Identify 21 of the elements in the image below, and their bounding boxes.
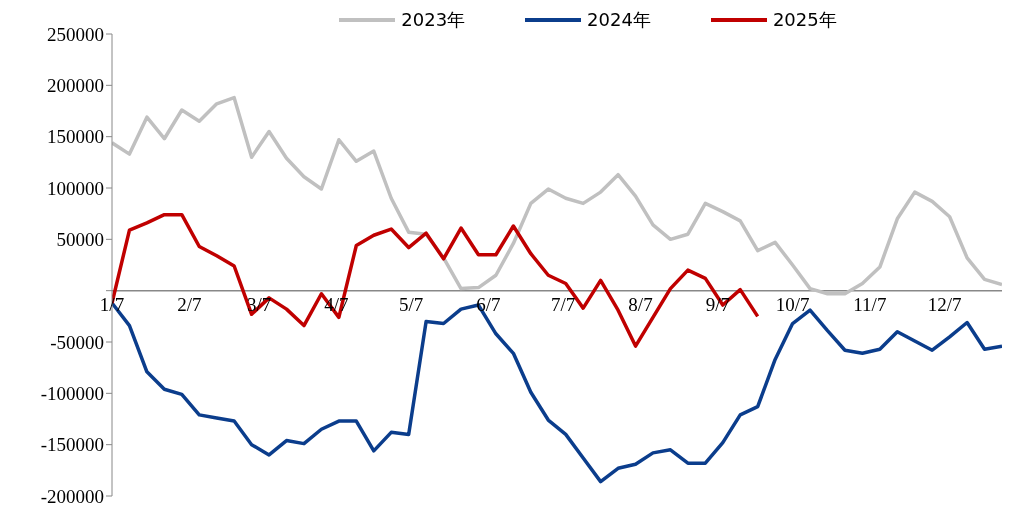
y-tick-label: 200000 [47, 75, 104, 97]
x-tick-label: 11/7 [853, 293, 887, 315]
x-tick-label: 6/7 [476, 293, 501, 315]
y-tick-label: 250000 [47, 23, 104, 45]
y-tick-label: 150000 [47, 126, 104, 148]
legend-label: 2023年 [401, 8, 466, 32]
y-tick-label: -50000 [50, 331, 104, 353]
y-tick-label: -200000 [40, 485, 104, 507]
y-tick-label: -150000 [40, 434, 104, 456]
x-tick-label: 12/7 [927, 293, 962, 315]
legend-label: 2025年 [772, 8, 837, 32]
legend-label: 2024年 [587, 8, 651, 32]
x-tick-label: 2/7 [177, 293, 202, 315]
y-tick-label: 50000 [56, 229, 104, 251]
y-tick-label: 100000 [47, 177, 104, 199]
x-tick-label: 10/7 [775, 293, 810, 315]
x-tick-label: 8/7 [628, 293, 653, 315]
x-tick-label: 9/7 [705, 293, 730, 315]
x-tick-label: 5/7 [399, 293, 424, 315]
y-tick-label: -100000 [40, 383, 104, 405]
x-tick-label: 7/7 [551, 293, 576, 315]
